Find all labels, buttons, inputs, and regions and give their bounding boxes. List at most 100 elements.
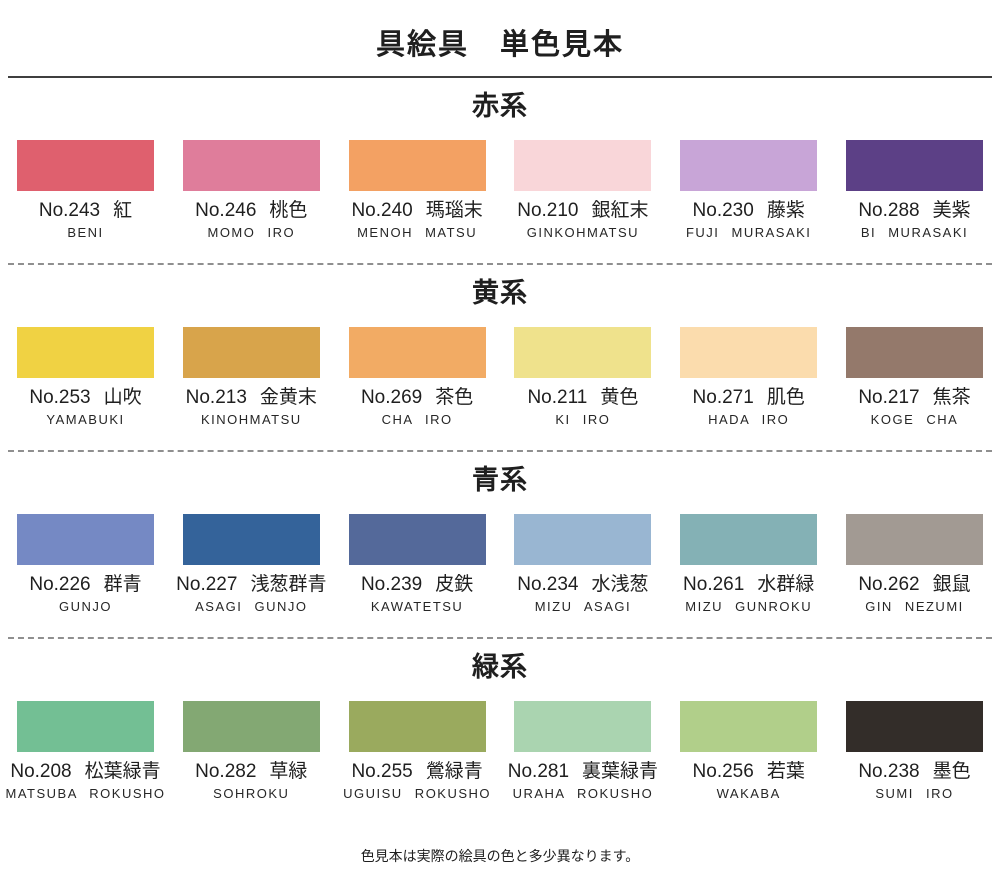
swatch-cell: No.226 群青 GUNJO [17,514,154,615]
section-heading: 緑系 [472,652,528,682]
swatch-label: No.246 桃色 [195,199,307,223]
swatch-cell: No.282 草緑 SOHROKU [182,701,320,802]
swatch-cell: No.281 裏葉緑青 URAHA ROKUSHO [508,701,658,802]
color-section: 緑系 No.208 松葉緑青 MATSUBA ROKUSHO No.282 草緑 SOHRO… [0,651,1000,802]
swatch-cell: No.246 桃色 MOMO IRO [182,140,320,241]
swatch-name: 水浅葱 [591,574,649,595]
swatch-label: No.271 肌色 [693,386,805,410]
swatch-label: No.281 裏葉緑青 [508,760,658,784]
swatch-number: No.246 [195,200,257,221]
swatch-number: No.282 [195,761,257,782]
swatch-name: 美紫 [932,200,971,221]
swatch-roman-name: GUNJO [59,599,112,614]
swatch-label: No.243 紅 [39,199,132,223]
swatch-name: 紅 [113,200,133,221]
swatch-cell: No.230 藤紫 FUJI MURASAKI [680,140,818,241]
swatch-label: No.208 松葉緑青 [10,760,160,784]
swatch-number: No.238 [858,761,920,782]
section-heading: 青系 [472,465,528,495]
swatch-label: No.256 若葉 [693,760,805,784]
color-swatch [17,327,154,378]
swatch-name: 山吹 [103,387,142,408]
swatch-name: 藤紫 [766,200,805,221]
swatch-number: No.227 [176,574,238,595]
swatch-name: 群青 [103,574,142,595]
swatch-number: No.256 [692,761,754,782]
swatch-number: No.213 [185,387,247,408]
swatch-roman-name: KOGE CHA [870,412,959,427]
color-section: 黄系 No.253 山吹 YAMABUKI No.213 金黄末 KINOHMATSU No.… [0,277,1000,452]
color-swatch [680,140,818,191]
color-swatch [17,701,154,752]
color-swatch [182,140,320,191]
swatch-name: 銀紅末 [591,200,649,221]
sections-container: 赤系 No.243 紅 BENI No.246 桃色 MOMO IRO No.240 瑪瑙末 ME… [0,90,1000,802]
swatch-cell: No.253 山吹 YAMABUKI [17,327,154,428]
swatch-cell: No.261 水群緑 MIZU GUNROKU [680,514,818,615]
swatch-label: No.213 金黄末 [186,386,317,410]
swatch-number: No.288 [858,200,920,221]
swatch-label: No.227 浅葱群青 [176,573,326,597]
swatch-number: No.253 [29,387,91,408]
swatch-roman-name: KI IRO [555,412,611,427]
section-heading: 黄系 [472,278,528,308]
swatch-row: No.208 松葉緑青 MATSUBA ROKUSHO No.282 草緑 SOHROKU… [0,701,1000,802]
color-swatch [182,327,320,378]
swatch-cell: No.269 茶色 CHA IRO [348,327,486,428]
swatch-name: 焦茶 [932,387,971,408]
swatch-label: No.288 美紫 [858,199,970,223]
swatch-label: No.253 山吹 [29,386,141,410]
swatch-number: No.230 [692,200,754,221]
swatch-number: No.210 [517,200,579,221]
color-swatch [514,514,652,565]
color-swatch [680,514,818,565]
swatch-cell: No.262 銀鼠 GIN NEZUMI [845,514,983,615]
swatch-label: No.269 茶色 [361,386,473,410]
swatch-cell: No.288 美紫 BI MURASAKI [845,140,983,241]
swatch-row: No.226 群青 GUNJO No.227 浅葱群青 ASAGI GUNJO No.239… [0,514,1000,615]
swatch-name: 銀鼠 [932,574,971,595]
swatch-label: No.262 銀鼠 [858,573,970,597]
section-divider [8,637,992,639]
color-swatch [680,327,818,378]
color-section: 青系 No.226 群青 GUNJO No.227 浅葱群青 ASAGI GUNJO No.2… [0,464,1000,639]
swatch-roman-name: KAWATETSU [370,599,464,614]
swatch-number: No.208 [10,761,72,782]
swatch-cell: No.217 焦茶 KOGE CHA [845,327,983,428]
swatch-number: No.217 [858,387,920,408]
swatch-roman-name: MIZU ASAGI [534,599,632,614]
swatch-row: No.253 山吹 YAMABUKI No.213 金黄末 KINOHMATSU No.26… [0,327,1000,428]
section-heading: 赤系 [472,91,528,121]
swatch-number: No.226 [29,574,91,595]
swatch-roman-name: GIN NEZUMI [865,599,964,614]
swatch-cell: No.256 若葉 WAKABA [680,701,818,802]
color-swatch [514,327,652,378]
color-swatch [845,327,983,378]
swatch-number: No.243 [38,200,101,221]
color-swatch [680,701,818,752]
swatch-row: No.243 紅 BENI No.246 桃色 MOMO IRO No.240 瑪瑙末 MENO… [0,140,1000,241]
color-swatch [17,140,154,191]
swatch-name: 草緑 [269,761,308,782]
swatch-label: No.282 草緑 [195,760,307,784]
swatch-roman-name: WAKABA [716,786,781,801]
swatch-roman-name: HADA IRO [708,412,790,427]
swatch-name: 瑪瑙末 [425,200,483,221]
swatch-cell: No.208 松葉緑青 MATSUBA ROKUSHO [6,701,164,802]
swatch-number: No.234 [517,574,579,595]
swatch-name: 黄色 [600,387,639,408]
swatch-name: 茶色 [435,387,474,408]
swatch-roman-name: MIZU GUNROKU [685,599,813,614]
title-divider [8,76,992,78]
swatch-label: No.255 鶯緑青 [351,760,482,784]
swatch-label: No.261 水群緑 [683,573,814,597]
swatch-cell: No.240 瑪瑙末 MENOH MATSU [348,140,486,241]
color-swatch [348,327,486,378]
color-swatch [514,701,652,752]
swatch-roman-name: UGUISU ROKUSHO [343,786,492,801]
color-swatch [348,701,486,752]
swatch-roman-name: SOHROKU [213,786,290,801]
swatch-name: 金黄末 [259,387,317,408]
swatch-cell: No.243 紅 BENI [17,140,154,241]
